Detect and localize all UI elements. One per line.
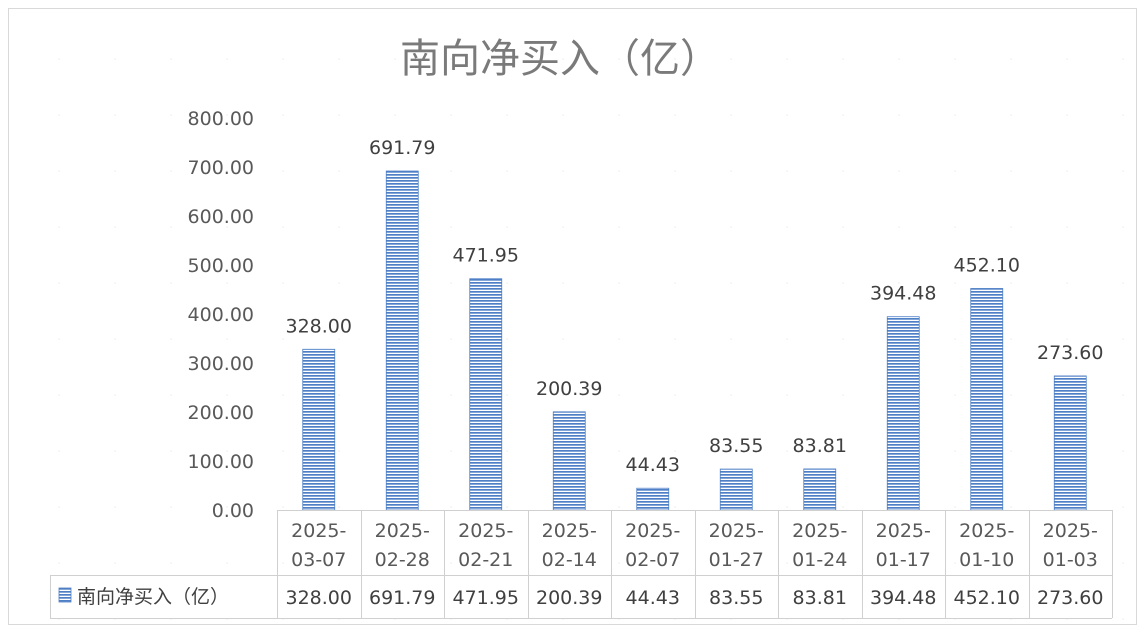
legend-swatch: [58, 587, 72, 603]
data-label: 273.60: [1037, 342, 1103, 364]
y-tick-label: 100.00: [188, 451, 254, 473]
x-tick-label: 02-28: [375, 549, 430, 571]
x-tick-label: 2025-: [542, 520, 597, 542]
x-tick-label: 03-07: [291, 549, 346, 571]
legend-key: 南向净买入（亿）: [58, 586, 229, 608]
chart-frame: [8, 8, 1137, 625]
x-tick-label: 2025-: [375, 520, 430, 542]
bar: [302, 348, 336, 511]
y-axis: 0.00 100.00 200.00 300.00 400.00 500.00 600.00…: [188, 108, 254, 522]
y-tick-label: 300.00: [188, 353, 254, 375]
x-tick-label: 02-14: [542, 549, 597, 571]
bar: [803, 468, 837, 511]
bar: [1053, 375, 1087, 511]
bars-group: [302, 170, 1087, 511]
y-tick-label: 200.00: [188, 402, 254, 424]
bar: [636, 487, 670, 511]
legend-label: 南向净买入（亿）: [77, 586, 229, 608]
table-value: 200.39: [536, 587, 602, 609]
chart-title: 南向净买入（亿）: [400, 36, 720, 82]
data-label: 471.95: [453, 245, 519, 267]
x-tick-label: 2025-: [458, 520, 513, 542]
bar: [385, 170, 419, 511]
table-value: 691.79: [369, 587, 435, 609]
x-tick-label: 01-27: [709, 549, 764, 571]
x-tick-label: 02-21: [458, 549, 513, 571]
data-label: 691.79: [369, 137, 435, 159]
x-tick-label: 01-17: [876, 549, 931, 571]
table-value: 83.55: [709, 587, 763, 609]
table-value: 44.43: [626, 587, 680, 609]
bar: [552, 411, 586, 511]
data-label: 452.10: [954, 254, 1020, 276]
x-tick-label: 2025-: [959, 520, 1014, 542]
y-tick-label: 500.00: [188, 255, 254, 277]
data-label: 44.43: [626, 454, 680, 476]
table-value: 394.48: [870, 587, 936, 609]
data-label: 200.39: [536, 378, 602, 400]
x-tick-label: 2025-: [1043, 520, 1098, 542]
data-table: 2025- 03-07 2025- 02-28 2025- 02-21 2025- 02-14…: [50, 510, 1113, 619]
y-tick-label: 600.00: [188, 206, 254, 228]
x-tick-label: 2025-: [876, 520, 931, 542]
data-labels-group: 328.00 691.79 471.95 200.39 44.43 83.55 83.81 3…: [286, 137, 1104, 476]
y-tick-label: 0.00: [212, 500, 254, 522]
x-tick-label: 2025-: [709, 520, 764, 542]
x-tick-label: 2025-: [792, 520, 847, 542]
x-tick-label: 2025-: [625, 520, 680, 542]
bar: [469, 278, 503, 511]
y-tick-label: 800.00: [188, 108, 254, 130]
bar: [886, 316, 920, 511]
data-label: 83.55: [709, 435, 763, 457]
y-tick-label: 400.00: [188, 304, 254, 326]
table-value: 83.81: [793, 587, 847, 609]
table-value: 452.10: [954, 587, 1020, 609]
y-tick-label: 700.00: [188, 157, 254, 179]
table-value: 471.95: [453, 587, 519, 609]
table-value: 273.60: [1037, 587, 1103, 609]
data-label: 394.48: [870, 283, 936, 305]
data-label: 328.00: [286, 315, 352, 337]
x-tick-label: 02-07: [625, 549, 680, 571]
bar: [719, 468, 753, 511]
x-tick-label: 01-10: [959, 549, 1014, 571]
x-tick-label: 2025-: [291, 520, 346, 542]
x-tick-label: 01-03: [1043, 549, 1098, 571]
data-label: 83.81: [793, 435, 847, 457]
x-tick-label: 01-24: [792, 549, 847, 571]
bar: [970, 288, 1004, 511]
table-value: 328.00: [286, 587, 352, 609]
